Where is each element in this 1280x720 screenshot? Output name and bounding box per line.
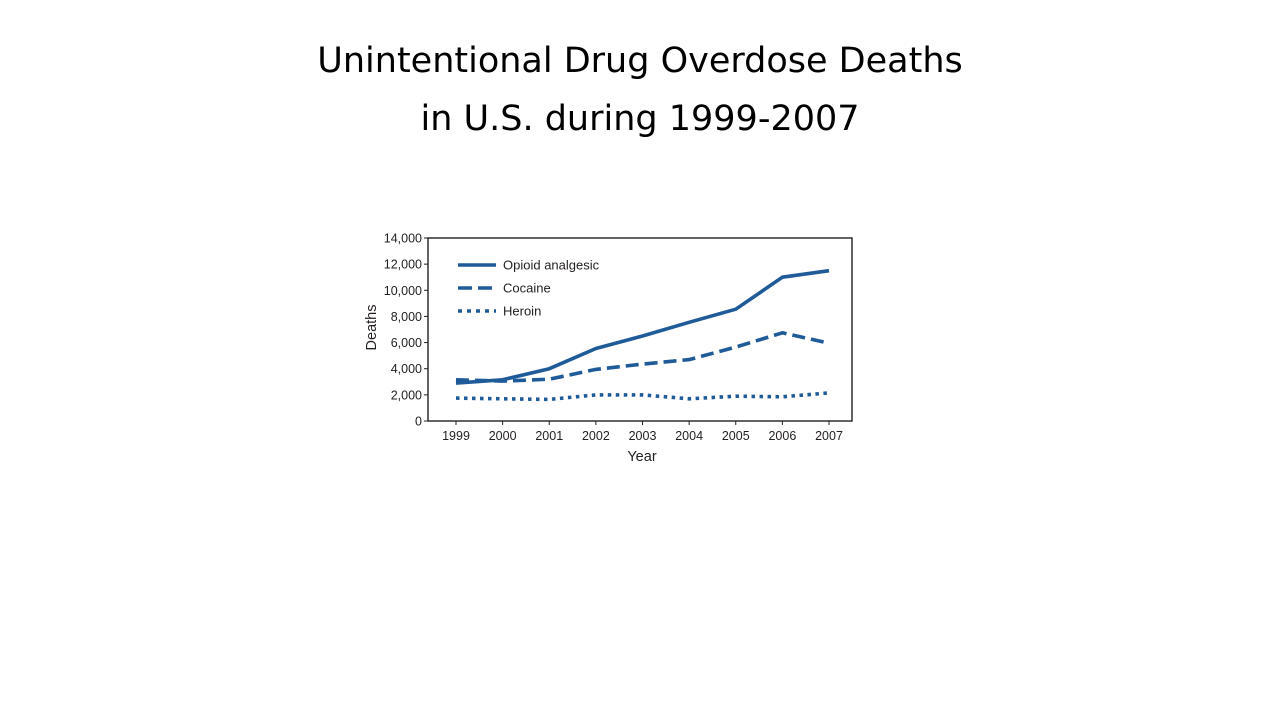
x-tick-label: 2004 — [675, 429, 703, 443]
y-axis-label: Deaths — [364, 305, 380, 351]
overdose-line-chart: 0 2,000 4,000 6,000 8,000 10,000 12,000 14,000 1… — [364, 232, 853, 465]
series-line-opioid-analgesic — [455, 268, 830, 385]
y-tick-label: 12,000 — [384, 258, 422, 272]
x-tick-label: 2007 — [815, 429, 843, 443]
y-tick-label: 6,000 — [391, 336, 422, 350]
legend-label: Opioid analgesic — [503, 258, 600, 273]
legend-label: Cocaine — [503, 281, 551, 296]
x-axis-label: Year — [627, 449, 656, 465]
y-tick-label: 8,000 — [391, 310, 422, 324]
plot-frame — [427, 237, 853, 422]
slide-title-line-1: Unintentional Drug Overdose Deaths — [317, 41, 963, 81]
y-tick-label: 14,000 — [384, 232, 422, 246]
x-tick-label: 2005 — [722, 429, 750, 443]
slide-title-line-2: in U.S. during 1999-2007 — [420, 99, 860, 139]
y-tick-label: 2,000 — [391, 388, 422, 402]
x-tick-label: 2001 — [535, 429, 563, 443]
y-tick-label: 0 — [415, 415, 422, 429]
y-tick-label: 4,000 — [391, 362, 422, 376]
series-line-cocaine — [455, 331, 830, 383]
series-line-heroin — [455, 391, 830, 402]
x-tick-label: 2006 — [768, 429, 796, 443]
x-tick-label: 2002 — [582, 429, 610, 443]
y-tick-label: 10,000 — [384, 284, 422, 298]
slide-title: Unintentional Drug Overdose Deaths in U.… — [0, 32, 1280, 148]
legend-label: Heroin — [503, 304, 541, 319]
x-tick-label: 2000 — [489, 429, 517, 443]
x-tick-label: 2003 — [629, 429, 657, 443]
x-tick-label: 1999 — [442, 429, 470, 443]
